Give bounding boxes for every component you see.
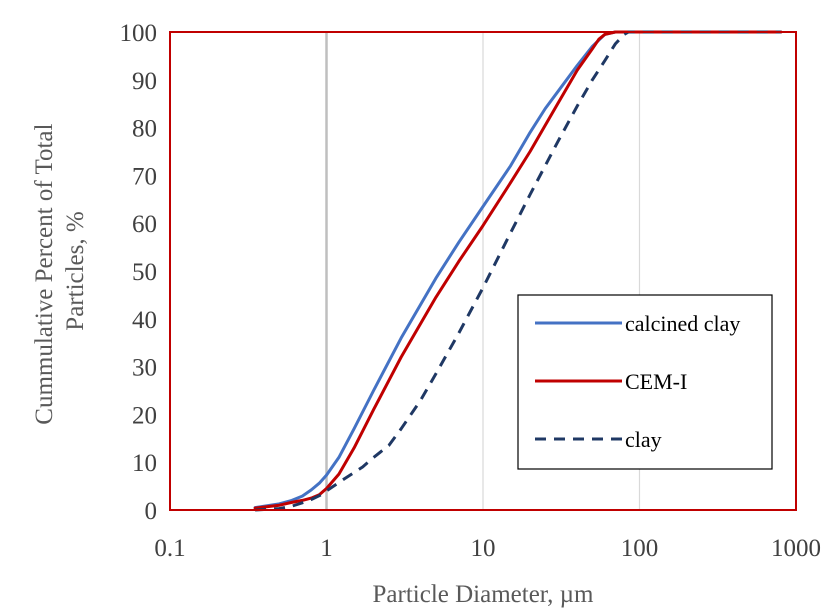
x-tick-label-100: 100 <box>621 535 659 562</box>
y-tick-label-50: 50 <box>132 259 157 286</box>
y-tick-label-10: 10 <box>132 450 157 477</box>
y-tick-label-70: 70 <box>132 163 157 190</box>
y-axis-title-line-1: Cummulative Percent of Total <box>31 123 58 424</box>
legend-label-clay: clay <box>625 427 662 452</box>
y-tick-label-0: 0 <box>145 498 158 525</box>
x-tick-label-0.1: 0.1 <box>154 535 185 562</box>
y-tick-label-60: 60 <box>132 211 157 238</box>
x-tick-label-1000: 1000 <box>771 535 821 562</box>
legend: calcined clay CEM-I clay <box>518 295 772 469</box>
y-tick-label-90: 90 <box>132 68 157 95</box>
y-tick-label-100: 100 <box>120 20 158 47</box>
legend-label-cem-i: CEM-I <box>625 369 687 394</box>
y-tick-label-30: 30 <box>132 355 157 382</box>
x-axis-title: Particle Diameter, µm <box>373 581 595 608</box>
legend-label-calcined-clay: calcined clay <box>625 311 740 336</box>
y-axis-title-line-2: Particles, % <box>62 211 89 330</box>
y-tick-label-40: 40 <box>132 307 157 334</box>
x-tick-label-1: 1 <box>320 535 333 562</box>
y-tick-label-80: 80 <box>132 116 157 143</box>
x-tick-label-10: 10 <box>471 535 496 562</box>
y-tick-label-20: 20 <box>132 402 157 429</box>
